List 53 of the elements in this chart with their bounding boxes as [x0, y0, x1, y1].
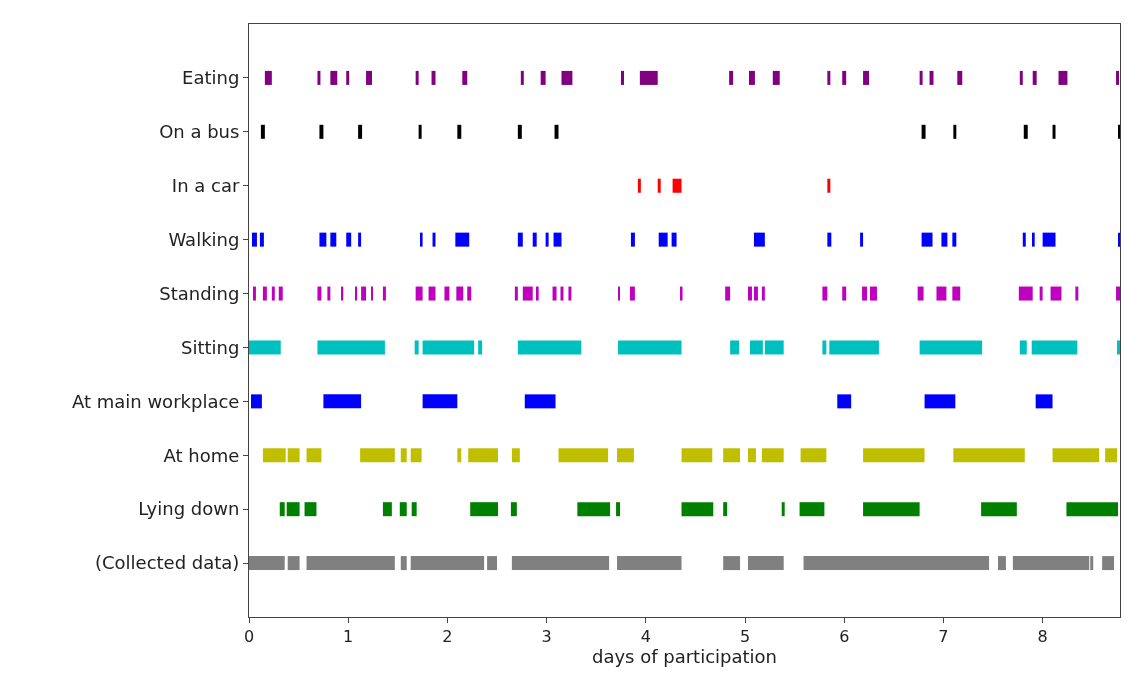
- bar: [358, 232, 362, 247]
- x-tick-label: 4: [640, 627, 651, 647]
- bar: [657, 178, 661, 193]
- bar: [862, 286, 868, 301]
- bar: [319, 232, 327, 247]
- bar: [870, 286, 877, 301]
- bar: [936, 286, 947, 301]
- bar: [761, 286, 765, 301]
- bar: [822, 286, 828, 301]
- y-tick-label: At home: [163, 444, 240, 466]
- x-tick-label: 3: [541, 627, 552, 647]
- y-tick-label: In a car: [171, 175, 240, 197]
- bar: [1075, 286, 1079, 301]
- x-tick-label: 1: [343, 627, 354, 647]
- bar: [1050, 286, 1062, 301]
- y-tick-label: At main workplace: [71, 390, 240, 412]
- bar: [346, 232, 352, 247]
- bar: [672, 178, 682, 193]
- bar: [827, 178, 831, 193]
- bar: [917, 286, 924, 301]
- x-tick-label: 7: [938, 627, 949, 647]
- bar: [842, 286, 847, 301]
- bar: [837, 394, 852, 409]
- x-tick-label: 0: [243, 627, 255, 647]
- y-tick-label: Sitting: [181, 336, 240, 358]
- bar: [1116, 286, 1120, 301]
- bar: [422, 394, 458, 409]
- bar: [1039, 286, 1043, 301]
- bar: [251, 232, 257, 247]
- y-tick-label: On a bus: [159, 121, 240, 143]
- x-tick-label: 5: [739, 627, 751, 647]
- x-axis-title: days of participation: [591, 646, 778, 668]
- y-tick-label: Lying down: [138, 498, 240, 520]
- bar: [420, 232, 423, 247]
- bar: [250, 394, 262, 409]
- y-tick-label: Walking: [168, 228, 240, 250]
- bar: [330, 232, 337, 247]
- bar: [524, 394, 556, 409]
- bar: [637, 178, 641, 193]
- bar: [259, 232, 264, 247]
- y-tick-label: (Collected data): [94, 552, 240, 574]
- bar: [924, 394, 956, 409]
- bar: [323, 394, 362, 409]
- y-tick-label: Standing: [159, 282, 240, 304]
- x-tick-label: 8: [1037, 627, 1048, 647]
- bar: [1018, 286, 1033, 301]
- y-tick-label: Eating: [182, 67, 240, 89]
- x-tick-label: 2: [442, 627, 453, 647]
- bar: [747, 286, 752, 301]
- bar: [753, 286, 758, 301]
- bar: [952, 286, 961, 301]
- x-tick-label: 6: [839, 627, 850, 647]
- bar: [1035, 394, 1053, 409]
